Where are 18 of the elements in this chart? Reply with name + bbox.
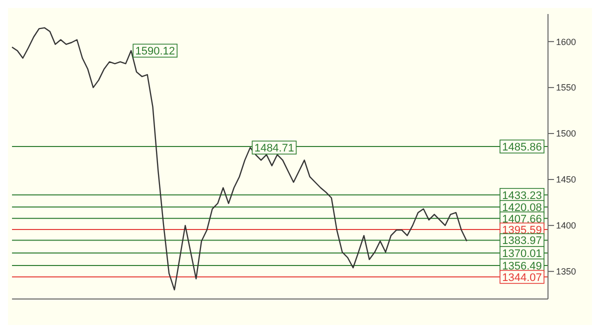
line-series — [11, 27, 468, 290]
ref-line-label: 1395.59 — [502, 224, 542, 237]
y-tick-label: 1500 — [556, 128, 576, 139]
ref-line-label: 1383.97 — [502, 235, 542, 248]
ref-line-label: 1433.23 — [502, 190, 542, 202]
y-tick-label: 1400 — [556, 220, 576, 231]
y-tick-label: 1600 — [556, 36, 576, 47]
ref-line-label: 1420.08 — [502, 202, 542, 214]
ref-line-label: 1370.01 — [502, 248, 542, 260]
y-tick-label: 1450 — [556, 174, 576, 185]
y-tick-label: 1550 — [556, 82, 576, 93]
y-tick-label: 1350 — [556, 266, 576, 277]
ref-line-label: 1344.07 — [502, 272, 542, 284]
ref-line-label: 1407.66 — [502, 213, 542, 226]
data-label: 1484.71 — [254, 142, 294, 155]
ref-line-label: 1485.86 — [502, 142, 542, 154]
ref-line-label: 1356.49 — [502, 260, 542, 272]
data-label: 1590.12 — [135, 46, 175, 58]
